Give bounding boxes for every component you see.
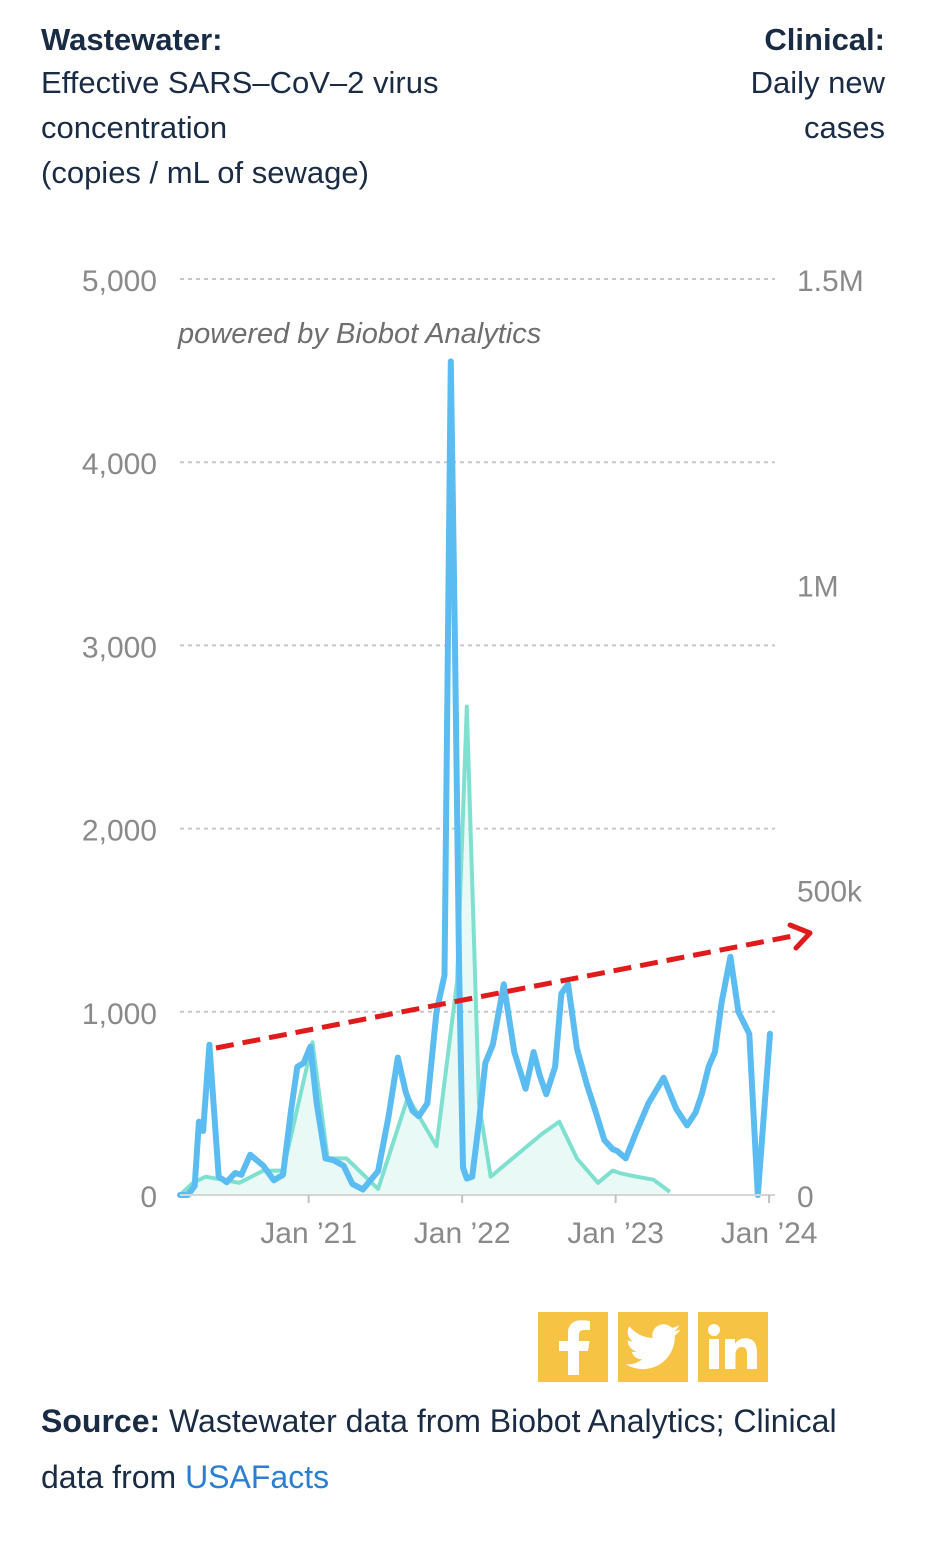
- x-tick-label: Jan ’21: [260, 1217, 357, 1250]
- wastewater-header: Wastewater: Effective SARS–CoV–2 virus c…: [41, 20, 561, 195]
- wastewater-title: Wastewater:: [41, 22, 223, 57]
- y-right-tick-label: 500k: [797, 876, 863, 909]
- wastewater-subtitle-line: concentration: [41, 110, 228, 145]
- x-tick-label: Jan ’22: [414, 1217, 511, 1250]
- clinical-subtitle-line: cases: [804, 110, 885, 145]
- y-left-tick-label: 1,000: [82, 998, 157, 1031]
- wastewater-chart: 0 1,000 2,000 3,000 4,000 5,000 0 500k 1M 1.5M Jan…: [82, 265, 864, 1250]
- axes: 0 1,000 2,000 3,000 4,000 5,000 0 500k 1M 1.5M Jan…: [82, 265, 864, 1250]
- wastewater-series: [177, 358, 773, 1198]
- grid-lines: [180, 278, 775, 1013]
- y-left-tick-label: 0: [140, 1181, 157, 1214]
- y-right-tick-label: 1.5M: [797, 265, 864, 298]
- x-tick-label: Jan ’24: [721, 1217, 818, 1250]
- y-right-tick-label: 0: [797, 1181, 814, 1214]
- facebook-icon: [559, 1320, 590, 1375]
- wastewater-subtitle-line: Effective SARS–CoV–2 virus: [41, 65, 439, 100]
- linkedin-share-button[interactable]: [698, 1312, 768, 1382]
- y-left-tick-label: 4,000: [82, 448, 157, 481]
- y-left-tick-label: 3,000: [82, 631, 157, 664]
- twitter-icon: [625, 1324, 681, 1370]
- y-right-tick-label: 1M: [797, 570, 839, 603]
- clinical-header: Clinical: Daily new cases: [625, 20, 885, 150]
- wastewater-units: (copies / mL of sewage): [41, 155, 369, 190]
- trend-arrowhead: [787, 922, 813, 951]
- watermark-text: powered by Biobot Analytics: [177, 318, 541, 350]
- clinical-subtitle-line: Daily new: [750, 65, 885, 100]
- y-left-tick-label: 2,000: [82, 815, 157, 848]
- trend-arrow: [215, 922, 813, 1051]
- facebook-share-button[interactable]: [538, 1312, 608, 1382]
- twitter-share-button[interactable]: [618, 1312, 688, 1382]
- clinical-title: Clinical:: [764, 22, 885, 57]
- source-note: Source: Wastewater data from Biobot Anal…: [41, 1393, 841, 1505]
- usafacts-link[interactable]: USAFacts: [185, 1459, 330, 1495]
- x-tick-label: Jan ’23: [567, 1217, 664, 1250]
- y-left-tick-label: 5,000: [82, 265, 157, 298]
- trend-line: [215, 932, 799, 1051]
- wastewater-line: [177, 358, 773, 1198]
- source-label: Source:: [41, 1403, 161, 1439]
- source-text: Wastewater data from Biobot Analytics; C…: [41, 1403, 837, 1495]
- linkedin-icon: [708, 1324, 757, 1369]
